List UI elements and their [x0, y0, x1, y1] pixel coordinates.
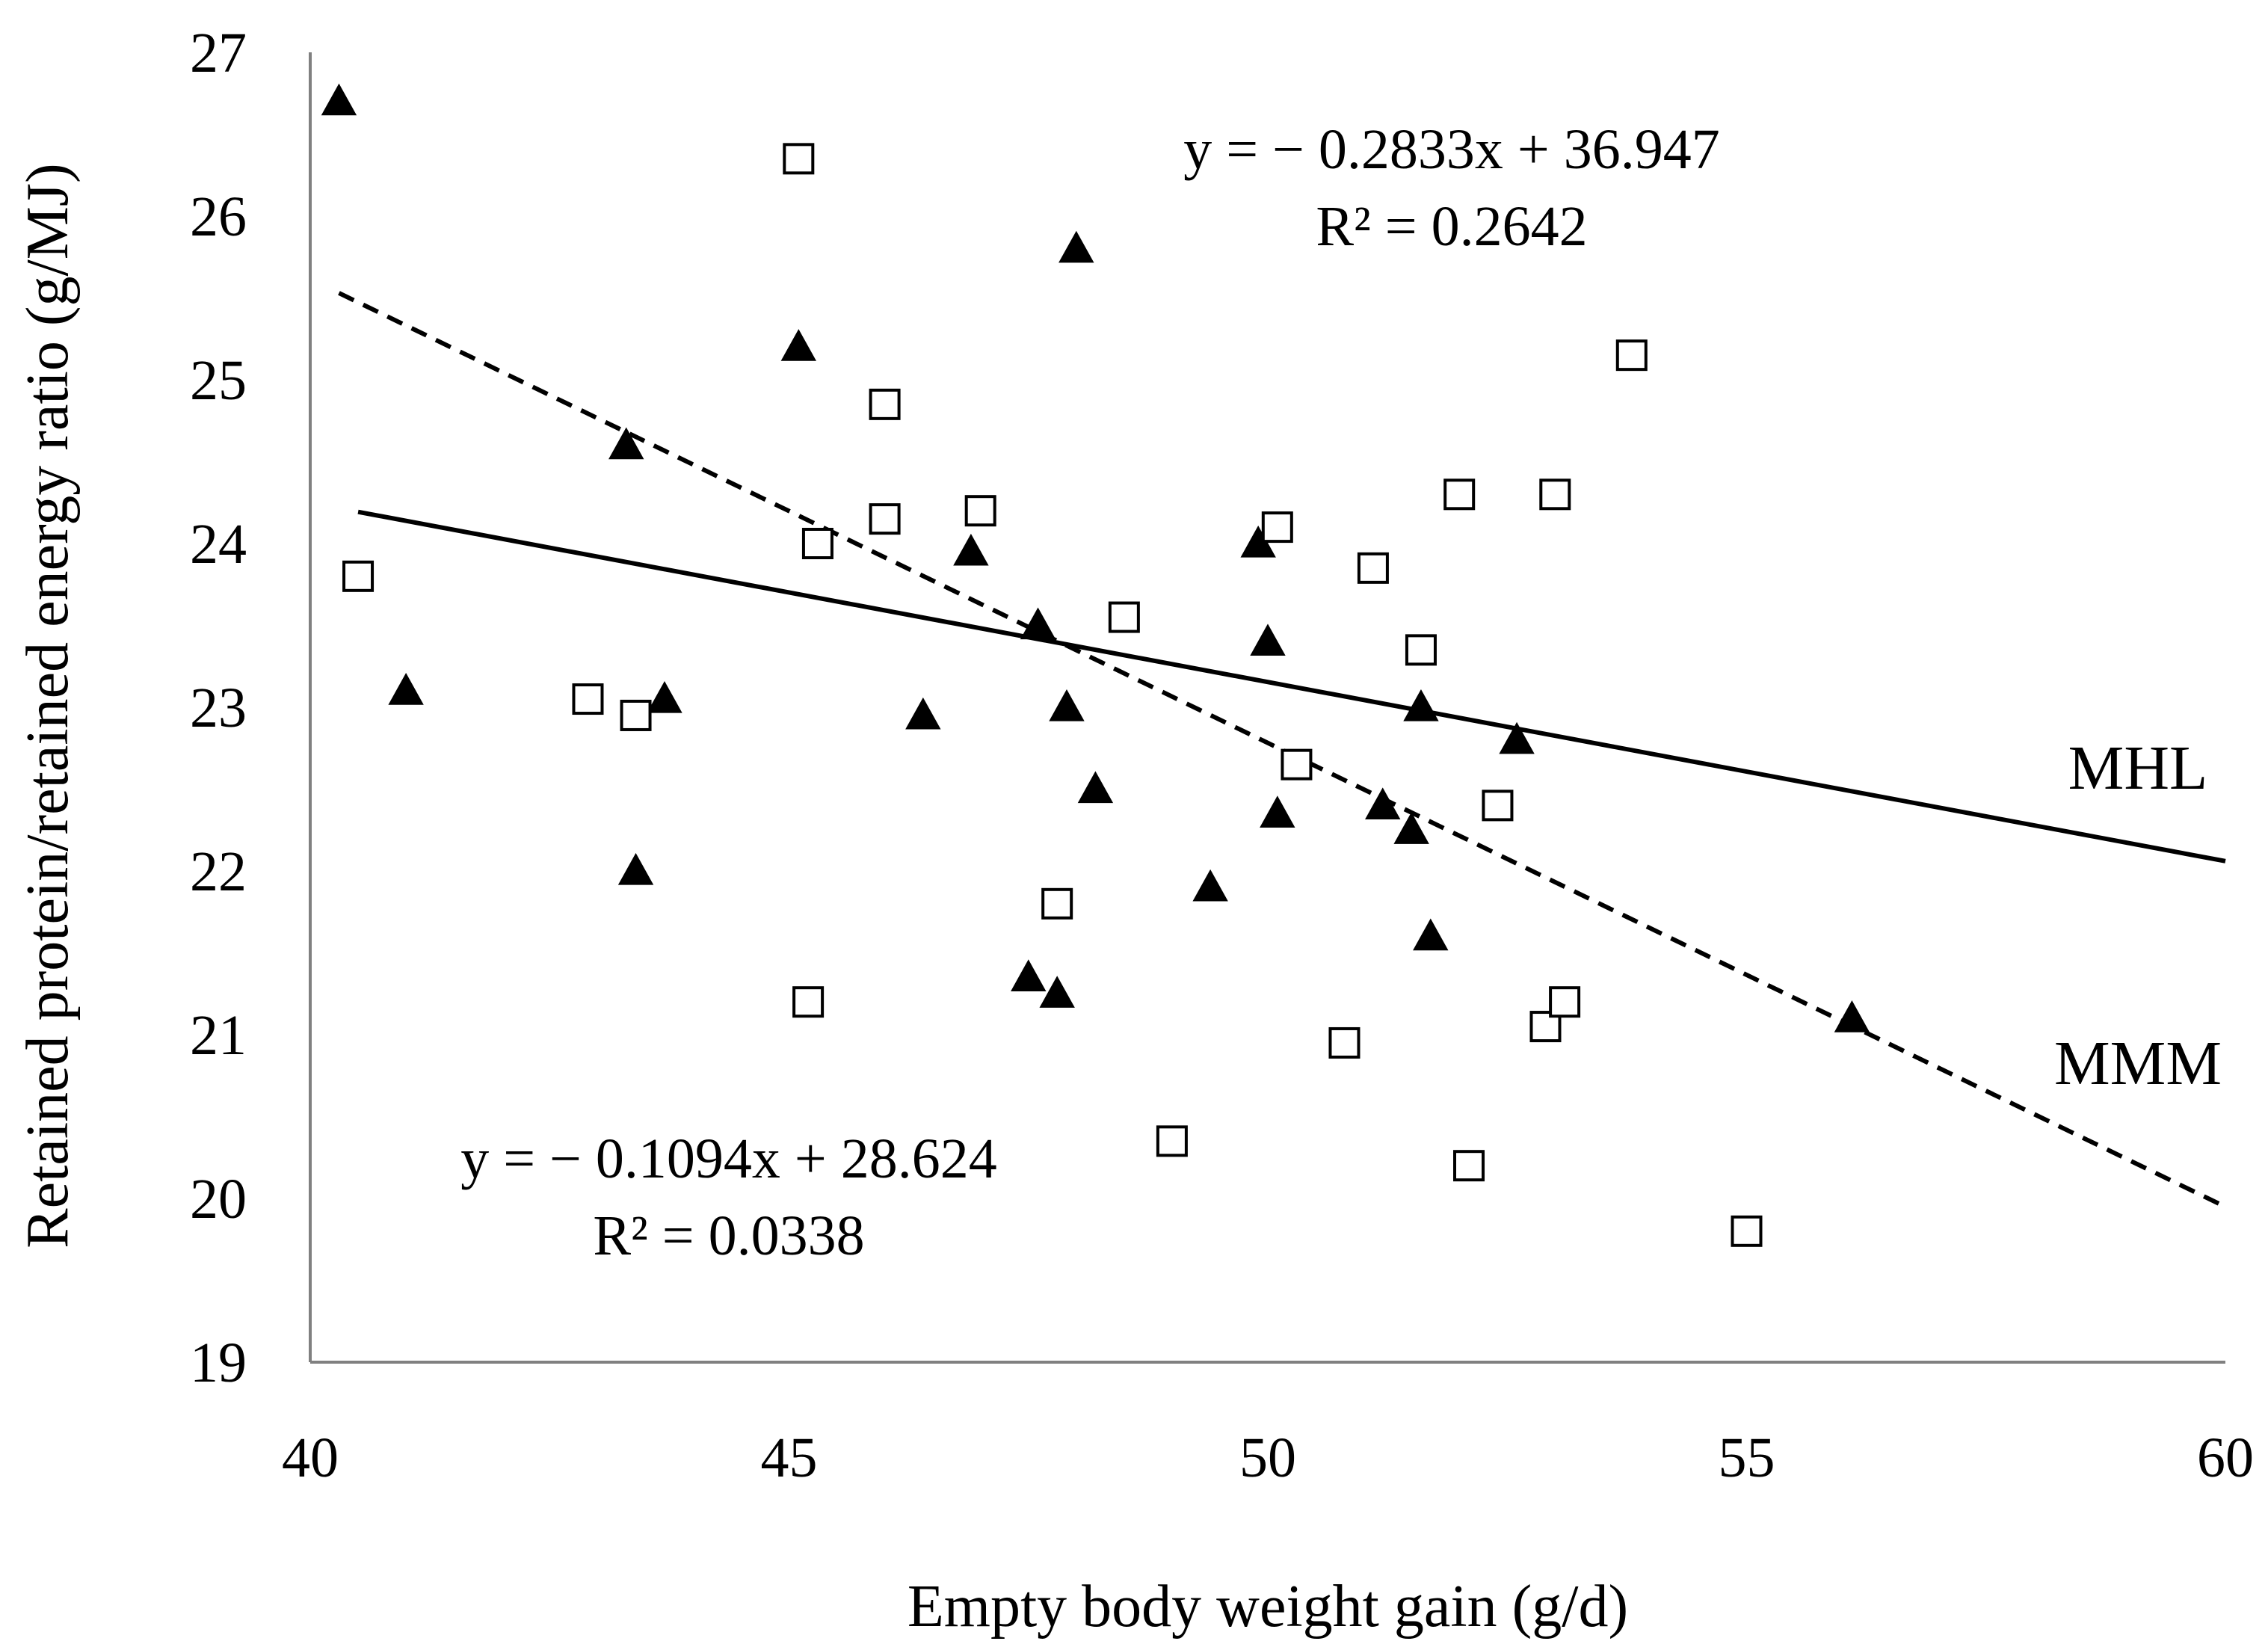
tick-labels: 40 45 50 55 60 19 20 21 22 23 24 25 26 27: [190, 22, 2254, 1489]
mmm-point: [1615, 339, 1648, 372]
mhl-point: [1403, 689, 1439, 721]
mhl-point: [953, 533, 989, 566]
mmm-line-label: MMM: [2054, 1029, 2222, 1098]
mhl-point: [905, 697, 941, 730]
mhl-point: [1250, 624, 1286, 656]
y-tick-label: 23: [190, 677, 247, 739]
mmm-point: [1482, 789, 1514, 822]
mmm-point: [620, 699, 652, 731]
mmm-point: [1549, 986, 1581, 1018]
mhl-point: [647, 680, 682, 713]
mmm-point: [1453, 1150, 1485, 1182]
mmm-point: [801, 528, 833, 559]
mmm-point: [1328, 1026, 1361, 1059]
mmm-point: [1443, 478, 1476, 511]
mmm-point: [1261, 511, 1293, 544]
x-tick-label: 55: [1719, 1426, 1775, 1489]
mhl-r2: R² = 0.0338: [593, 1204, 864, 1267]
x-tick-label: 40: [282, 1426, 339, 1489]
mmm-point: [1539, 478, 1571, 511]
mhl-point: [780, 329, 817, 361]
y-tick-label: 27: [190, 22, 247, 84]
mmm-point: [1156, 1125, 1188, 1157]
mhl-point: [608, 427, 644, 460]
y-tick-label: 26: [190, 185, 247, 248]
mhl-point: [1260, 795, 1295, 828]
mmm-point: [964, 495, 996, 527]
trendline-mhl: [357, 509, 2226, 864]
mhl-point: [388, 673, 424, 705]
annotations: Empty body weight gain (g/d) Retained pr…: [15, 118, 2222, 1640]
mhl-point: [1413, 918, 1449, 951]
mhl-line-label: MHL: [2068, 733, 2208, 803]
y-tick-label: 24: [190, 513, 247, 576]
y-tick-label: 22: [190, 840, 247, 903]
mmm-point: [342, 560, 375, 592]
mmm-point: [869, 503, 901, 535]
mhl-point: [1192, 869, 1228, 902]
y-tick-label: 20: [190, 1168, 247, 1231]
mhl-point: [1039, 976, 1075, 1008]
mmm-point: [1731, 1215, 1763, 1247]
mmm-r2: R² = 0.2642: [1316, 195, 1587, 258]
x-axis-title: Empty body weight gain (g/d): [907, 1574, 1628, 1640]
trendlines: [338, 291, 2227, 1209]
mmm-point: [1041, 887, 1073, 920]
mhl-point: [1365, 787, 1401, 819]
mhl-point: [617, 852, 654, 885]
mhl-point: [1049, 689, 1085, 721]
mmm-point: [783, 143, 815, 175]
mmm-point: [572, 683, 604, 715]
mmm-point: [1108, 601, 1140, 633]
x-tick-label: 60: [2197, 1426, 2254, 1489]
mmm-point: [869, 388, 901, 420]
mhl-point: [1020, 607, 1056, 640]
mmm-point: [792, 986, 825, 1018]
x-tick-label: 50: [1239, 1426, 1296, 1489]
mmm-point: [1357, 552, 1389, 584]
mmm-point: [1405, 634, 1437, 666]
mhl-point: [1393, 812, 1429, 844]
x-tick-label: 45: [761, 1426, 818, 1489]
data-points: [321, 83, 1870, 1247]
mhl-point: [1058, 230, 1094, 263]
y-tick-label: 21: [190, 1004, 247, 1067]
mhl-equation: y = − 0.1094x + 28.624: [460, 1127, 997, 1190]
mhl-point: [1499, 721, 1535, 754]
mhl-point: [321, 83, 357, 116]
mhl-point: [1077, 771, 1114, 804]
y-tick-label: 25: [190, 349, 247, 412]
mhl-point: [1834, 1000, 1870, 1032]
mmm-point: [1281, 748, 1313, 781]
mmm-equation: y = − 0.2833x + 36.947: [1183, 118, 1720, 181]
y-axis-title: Retained protein/retained energy ratio (…: [15, 163, 81, 1248]
axes: [309, 52, 2225, 1364]
y-tick-label: 19: [190, 1332, 247, 1394]
mhl-point: [1011, 959, 1047, 991]
